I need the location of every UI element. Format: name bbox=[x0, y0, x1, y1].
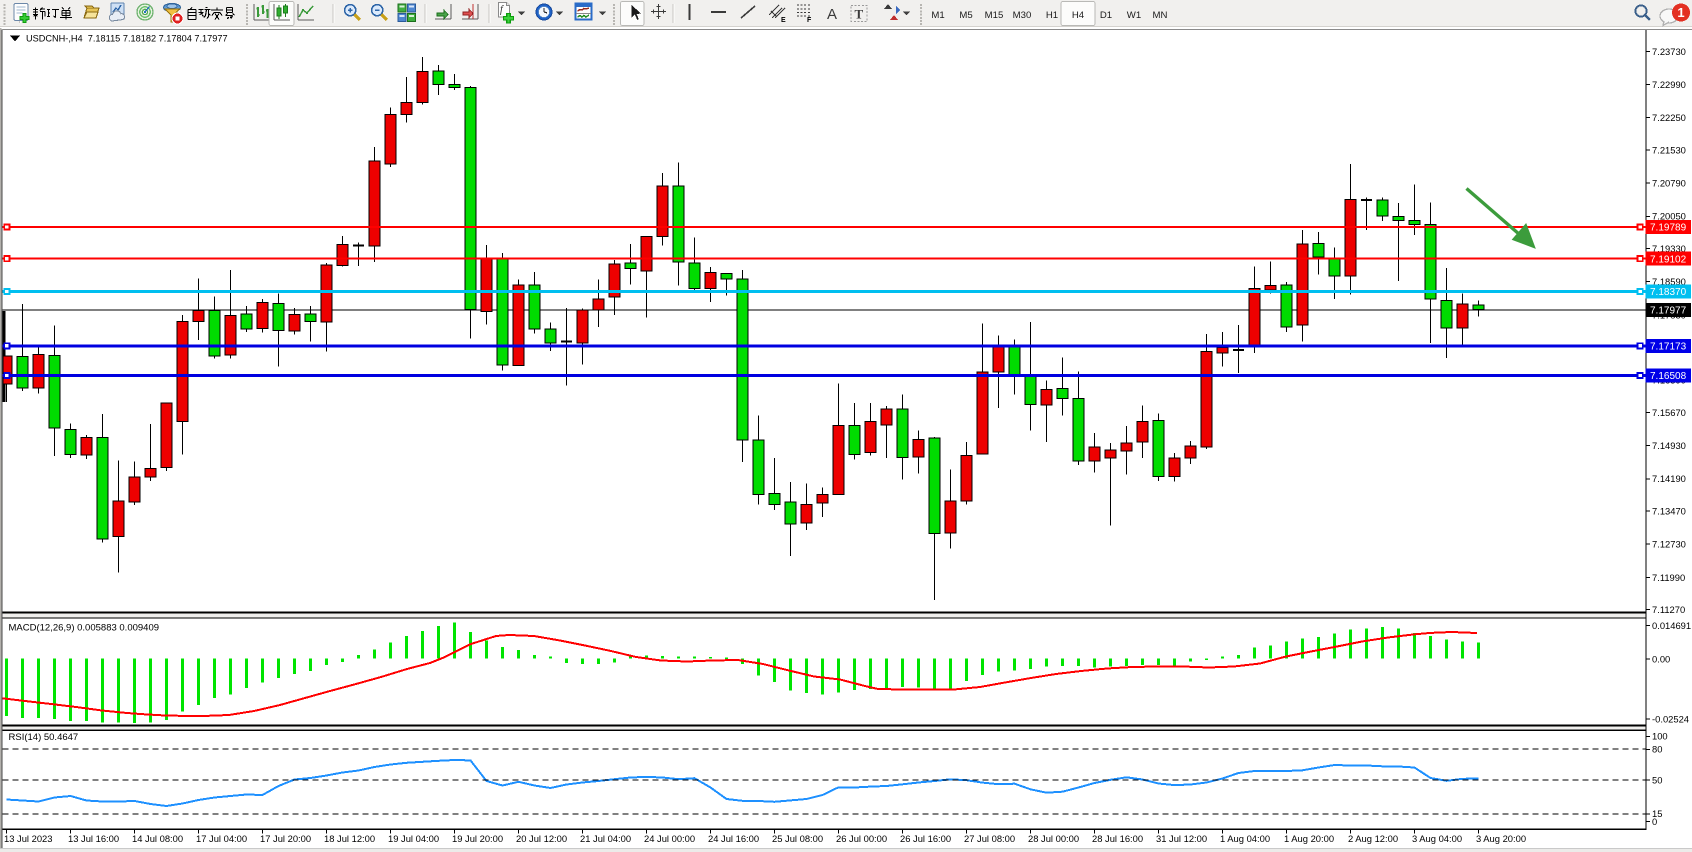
svg-text:24 Jul 16:00: 24 Jul 16:00 bbox=[708, 833, 759, 844]
svg-text:7.11990: 7.11990 bbox=[1652, 572, 1685, 583]
svg-text:E: E bbox=[781, 17, 786, 24]
svg-text:0: 0 bbox=[1652, 816, 1657, 827]
svg-text:3 Aug 20:00: 3 Aug 20:00 bbox=[1476, 833, 1526, 844]
svg-text:-0.02524: -0.02524 bbox=[1652, 713, 1689, 724]
svg-text:USDCNH-,H4 7.18115 7.18182 7.: USDCNH-,H4 7.18115 7.18182 7.17804 7.179… bbox=[26, 34, 228, 44]
svg-text:1 Aug 04:00: 1 Aug 04:00 bbox=[1220, 833, 1270, 844]
svg-text:0.00: 0.00 bbox=[1652, 653, 1670, 664]
svg-text:17 Jul 04:00: 17 Jul 04:00 bbox=[196, 833, 247, 844]
svg-text:M15: M15 bbox=[985, 10, 1004, 21]
svg-text:7.20790: 7.20790 bbox=[1652, 178, 1686, 189]
svg-text:W1: W1 bbox=[1127, 10, 1141, 21]
svg-text:M1: M1 bbox=[931, 10, 944, 21]
svg-text:21 Jul 04:00: 21 Jul 04:00 bbox=[580, 833, 631, 844]
svg-text:17 Jul 20:00: 17 Jul 20:00 bbox=[260, 833, 311, 844]
svg-text:19 Jul 04:00: 19 Jul 04:00 bbox=[388, 833, 439, 844]
svg-text:7.20050: 7.20050 bbox=[1652, 211, 1686, 222]
svg-text:25 Jul 08:00: 25 Jul 08:00 bbox=[772, 833, 823, 844]
svg-text:7.22250: 7.22250 bbox=[1652, 112, 1686, 123]
svg-text:15: 15 bbox=[1652, 808, 1662, 819]
svg-text:H1: H1 bbox=[1046, 10, 1058, 21]
svg-text:7.23730: 7.23730 bbox=[1652, 46, 1686, 57]
svg-text:13 Jul 2023: 13 Jul 2023 bbox=[4, 833, 52, 844]
svg-text:7.17977: 7.17977 bbox=[1650, 306, 1687, 317]
svg-text:7.19102: 7.19102 bbox=[1650, 254, 1687, 265]
svg-text:7.11270: 7.11270 bbox=[1652, 604, 1685, 615]
svg-text:26 Jul 00:00: 26 Jul 00:00 bbox=[836, 833, 887, 844]
svg-text:T: T bbox=[855, 7, 864, 22]
svg-text:19 Jul 20:00: 19 Jul 20:00 bbox=[452, 833, 503, 844]
svg-text:28 Jul 16:00: 28 Jul 16:00 bbox=[1092, 833, 1143, 844]
svg-text:7.19789: 7.19789 bbox=[1650, 223, 1687, 234]
svg-text:F: F bbox=[807, 17, 812, 24]
svg-text:50: 50 bbox=[1652, 774, 1662, 785]
svg-text:7.21530: 7.21530 bbox=[1652, 144, 1686, 155]
svg-text:26 Jul 16:00: 26 Jul 16:00 bbox=[900, 833, 951, 844]
svg-text:7.15670: 7.15670 bbox=[1652, 407, 1686, 418]
svg-text:7.22990: 7.22990 bbox=[1652, 79, 1686, 90]
svg-text:24 Jul 00:00: 24 Jul 00:00 bbox=[644, 833, 695, 844]
svg-text:28 Jul 00:00: 28 Jul 00:00 bbox=[1028, 833, 1079, 844]
svg-text:7.19330: 7.19330 bbox=[1652, 243, 1686, 254]
svg-text:14 Jul 08:00: 14 Jul 08:00 bbox=[132, 833, 183, 844]
svg-text:M5: M5 bbox=[959, 10, 972, 21]
svg-text:7.12730: 7.12730 bbox=[1652, 539, 1686, 550]
svg-text:7.18370: 7.18370 bbox=[1650, 287, 1687, 298]
svg-text:D1: D1 bbox=[1100, 10, 1112, 21]
svg-text:M30: M30 bbox=[1013, 10, 1032, 21]
svg-text:7.14190: 7.14190 bbox=[1652, 473, 1686, 484]
svg-text:f: f bbox=[500, 5, 504, 16]
svg-text:31 Jul 12:00: 31 Jul 12:00 bbox=[1156, 833, 1207, 844]
svg-text:0.014691: 0.014691 bbox=[1652, 620, 1691, 631]
svg-text:RSI(14) 50.4647: RSI(14) 50.4647 bbox=[9, 732, 79, 743]
svg-text:18 Jul 12:00: 18 Jul 12:00 bbox=[324, 833, 375, 844]
svg-text:7.17173: 7.17173 bbox=[1650, 342, 1687, 353]
svg-text:MN: MN bbox=[1153, 10, 1168, 21]
svg-text:1: 1 bbox=[1677, 5, 1684, 20]
svg-text:7.14930: 7.14930 bbox=[1652, 440, 1686, 451]
svg-text:7.13470: 7.13470 bbox=[1652, 506, 1686, 517]
svg-text:80: 80 bbox=[1652, 744, 1662, 755]
svg-text:7.16508: 7.16508 bbox=[1650, 371, 1687, 382]
svg-text:7.18590: 7.18590 bbox=[1652, 276, 1686, 287]
svg-text:A: A bbox=[827, 6, 837, 23]
svg-text:13 Jul 16:00: 13 Jul 16:00 bbox=[68, 833, 119, 844]
svg-text:100: 100 bbox=[1652, 731, 1668, 742]
svg-text:27 Jul 08:00: 27 Jul 08:00 bbox=[964, 833, 1015, 844]
svg-text:1 Aug 20:00: 1 Aug 20:00 bbox=[1284, 833, 1334, 844]
svg-text:3 Aug 04:00: 3 Aug 04:00 bbox=[1412, 833, 1462, 844]
svg-text:MACD(12,26,9) 0.005883 0.00940: MACD(12,26,9) 0.005883 0.009409 bbox=[9, 622, 160, 633]
svg-text:H4: H4 bbox=[1072, 10, 1085, 21]
svg-text:2 Aug 12:00: 2 Aug 12:00 bbox=[1348, 833, 1398, 844]
svg-text:20 Jul 12:00: 20 Jul 12:00 bbox=[516, 833, 567, 844]
